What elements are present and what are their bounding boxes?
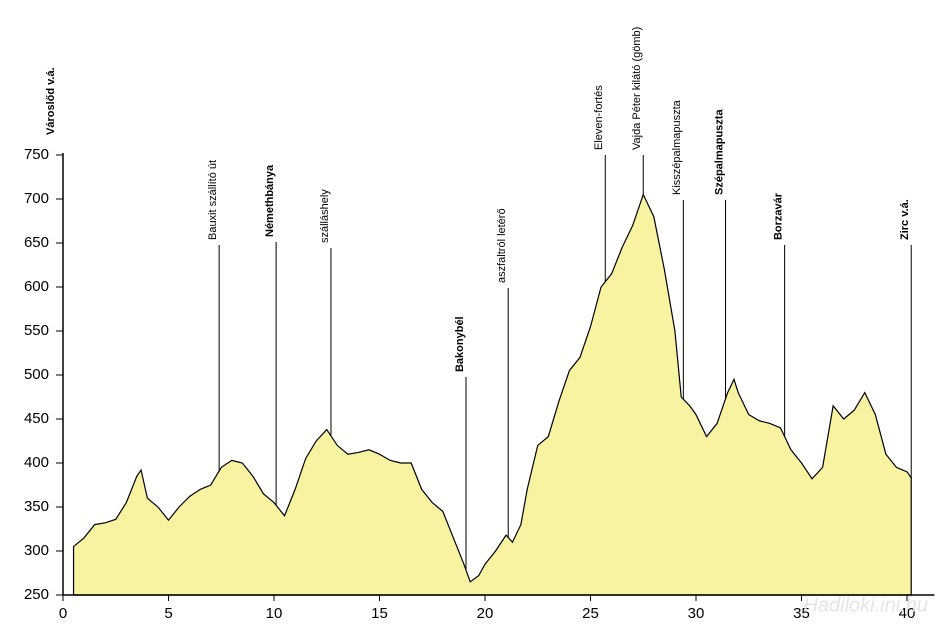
y-tick-label: 700 [24, 190, 49, 207]
x-tick-label: 5 [164, 605, 172, 622]
annotation-label: aszfaltról letérő [496, 208, 508, 283]
x-tick-label: 15 [371, 605, 388, 622]
y-tick-label: 350 [24, 498, 49, 515]
y-tick-label: 300 [24, 542, 49, 559]
x-tick-label: 40 [899, 605, 916, 622]
x-tick-label: 35 [793, 605, 810, 622]
annotation-label: Borzavár [773, 192, 785, 240]
elevation-area [72, 193, 912, 596]
annotation-label: Bauxit szállító út [207, 160, 219, 240]
y-tick-label: 550 [24, 322, 49, 339]
x-tick-label: 10 [266, 605, 283, 622]
x-tick-label: 20 [477, 605, 494, 622]
annotation-label: Bakonybél [454, 316, 466, 372]
x-tick-label: 25 [582, 605, 599, 622]
y-tick-label: 400 [24, 454, 49, 471]
y-tick-label: 750 [24, 146, 49, 163]
y-tick-label: 600 [24, 278, 49, 295]
annotation-label: Szépalmapuszta [713, 109, 725, 195]
annotation-label: Vajda Péter kilátó (gömb) [631, 27, 643, 150]
annotation-label: Eleven-fortés [593, 85, 605, 150]
y-tick-label: 500 [24, 366, 49, 383]
x-tick-label: 30 [688, 605, 705, 622]
annotation-label: Némethbánya [264, 164, 276, 237]
watermark: Hadiloki.ini.hu [803, 594, 928, 616]
annotation-label: szálláshely [319, 189, 331, 243]
y-tick-label: 650 [24, 234, 49, 251]
annotation-label: Zirc v.á. [899, 199, 911, 240]
x-tick-label: 0 [59, 605, 67, 622]
y-tick-label: 250 [24, 586, 49, 603]
annotation-label: Városlőd v.á. [45, 67, 57, 135]
annotation-label: Kisszépalmapuszta [671, 99, 683, 195]
y-tick-label: 450 [24, 410, 49, 427]
